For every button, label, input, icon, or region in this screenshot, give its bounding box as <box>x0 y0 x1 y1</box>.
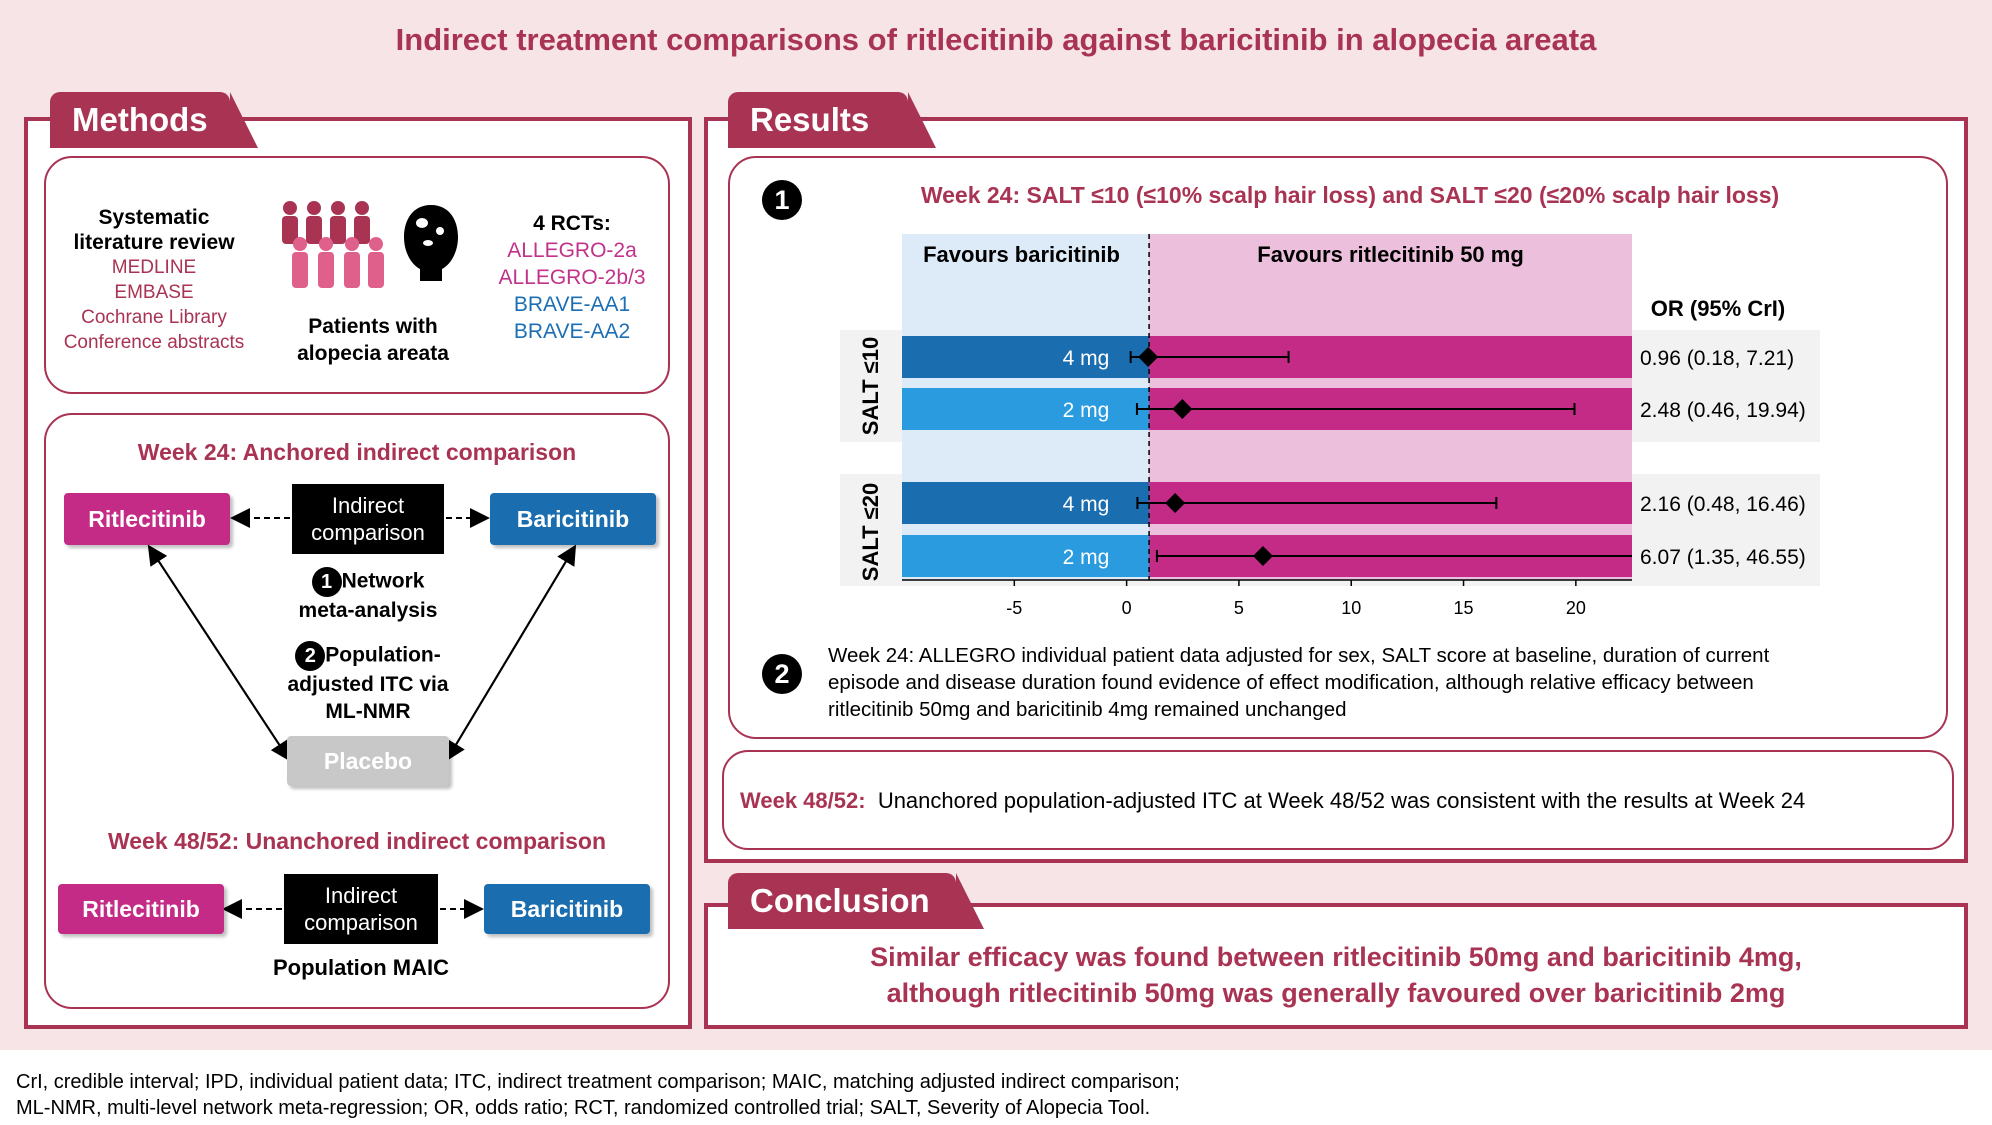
x-tick-label: -5 <box>1006 598 1022 618</box>
rct-item: BRAVE-AA1 <box>513 293 631 316</box>
or-value-text: 2.16 (0.48, 16.46) <box>1640 493 1806 516</box>
slr-title-line1: Systematic <box>98 206 210 229</box>
method2-number: 2 <box>295 641 326 671</box>
rct-item: ALLEGRO-2a <box>507 239 637 262</box>
patients-line2: alopecia areata <box>297 342 449 365</box>
rcts-block: 4 RCTs: ALLEGRO-2a ALLEGRO-2b/3 BRAVE-AA… <box>482 210 662 345</box>
result2-number: 2 <box>762 654 802 694</box>
conclusion-tab: Conclusion <box>728 873 984 929</box>
alopecia-head-icon <box>404 205 458 281</box>
result2-text: Week 24: ALLEGRO individual patient data… <box>828 642 1928 723</box>
or-value-text: 6.07 (1.35, 46.55) <box>1640 546 1806 569</box>
poster-title: Indirect treatment comparisons of ritlec… <box>395 22 1597 57</box>
slr-source: Conference abstracts <box>63 332 245 353</box>
slr-title-line2: literature review <box>73 231 235 254</box>
bar-baricitinib-2mg <box>902 388 1150 430</box>
methods-tab: Methods <box>50 92 258 148</box>
method1-line2: meta-analysis <box>298 599 438 622</box>
patients-line1: Patients with <box>308 315 438 338</box>
method1-number: 1 <box>311 567 342 597</box>
result2-line1: Week 24: ALLEGRO individual patient data… <box>828 644 1770 667</box>
x-tick-label: 10 <box>1341 598 1361 618</box>
conclusion-text: Similar efficacy was found between ritle… <box>704 939 1968 1011</box>
x-tick-label: 0 <box>1122 598 1132 618</box>
result1-number: 1 <box>762 180 802 220</box>
method2-line2: adjusted ITC via <box>287 673 449 696</box>
rcts-title: 4 RCTs: <box>533 212 611 235</box>
result2-line3: ritlecitinib 50mg and baricitinib 4mg re… <box>828 698 1347 721</box>
favours-baricitinib-label: Favours baricitinib <box>923 242 1120 267</box>
method1-line1: Network <box>341 569 425 593</box>
indirect-comparison-box-2: Indirect comparison <box>284 874 438 944</box>
week48-text: Week 48/52: Unanchored population-adjust… <box>740 788 1940 814</box>
week48-box <box>722 750 1954 850</box>
placebo-pill: Placebo <box>287 736 449 786</box>
method2-line1: Population- <box>325 643 441 667</box>
indirect-line1: Indirect <box>331 493 405 518</box>
rct-item: BRAVE-AA2 <box>513 320 631 343</box>
group-label: SALT ≤10 <box>858 337 883 435</box>
indirect-line2: comparison <box>311 520 425 545</box>
forest-plot: Favours baricitinib Favours ritlecitinib … <box>840 234 1820 618</box>
population-maic-label: Population MAIC <box>273 955 449 980</box>
slr-source: MEDLINE <box>111 257 197 278</box>
method2-line3: ML-NMR <box>325 700 411 723</box>
result1-heading: Week 24: SALT ≤10 (≤10% scalp hair loss)… <box>920 182 1780 208</box>
week48-body: Unanchored population-adjusted ITC at We… <box>877 788 1806 813</box>
group-label: SALT ≤20 <box>858 483 883 581</box>
favours-ritlecitinib-label: Favours ritlecitinib 50 mg <box>1257 242 1524 267</box>
rct-item: ALLEGRO-2b/3 <box>498 266 646 289</box>
baricitinib-pill-2: Baricitinib <box>484 884 650 934</box>
x-tick-label: 5 <box>1234 598 1244 618</box>
slr-source: Cochrane Library <box>81 307 227 328</box>
indirect2-line1: Indirect <box>324 883 398 908</box>
indirect-comparison-box: Indirect comparison <box>292 484 444 554</box>
or-point <box>1138 347 1159 367</box>
anchored-connectors <box>147 508 577 919</box>
dose-label: 2 mg <box>1063 399 1110 422</box>
baricitinib-pill: Baricitinib <box>490 493 656 545</box>
or-value-text: 2.48 (0.46, 19.94) <box>1640 399 1806 422</box>
bar-baricitinib-4mg <box>902 336 1150 378</box>
or-point <box>1252 546 1273 566</box>
slr-source: EMBASE <box>114 282 194 303</box>
week48-label: Week 48/52: <box>740 788 866 813</box>
footnote-line2: ML-NMR, multi-level network meta-regress… <box>16 1097 1151 1119</box>
or-point <box>1165 493 1186 513</box>
arrow-ritle-placebo <box>149 547 291 762</box>
x-tick-label: 20 <box>1566 598 1586 618</box>
ritlecitinib-pill-2: Ritlecitinib <box>58 884 224 934</box>
conclusion-line2: although ritlecitinib 50mg was generally… <box>886 978 1786 1008</box>
arrow-bari-placebo <box>445 547 575 762</box>
indirect2-line2: comparison <box>304 910 418 935</box>
unanchored-heading: Week 48/52: Unanchored indirect comparis… <box>107 828 607 854</box>
x-tick-label: 15 <box>1454 598 1474 618</box>
dose-label: 4 mg <box>1063 493 1110 516</box>
dose-label: 4 mg <box>1063 347 1110 370</box>
or-value-text: 0.96 (0.18, 7.21) <box>1640 347 1794 370</box>
ritlecitinib-pill: Ritlecitinib <box>64 493 230 545</box>
results-tab: Results <box>728 92 936 148</box>
dose-label: 2 mg <box>1063 546 1110 569</box>
or-header: OR (95% CrI) <box>1651 296 1785 321</box>
or-point <box>1172 399 1193 419</box>
conclusion-line1: Similar efficacy was found between ritle… <box>870 942 1802 972</box>
patients-block: Patients with alopecia areata <box>278 313 468 367</box>
result2-line2: episode and disease duration found evide… <box>828 671 1754 694</box>
bar-baricitinib-4mg <box>902 482 1150 524</box>
method1-label: 1 Network meta-analysis <box>270 567 466 625</box>
bar-baricitinib-2mg <box>902 535 1150 577</box>
method2-label: 2 Population- adjusted ITC via ML-NMR <box>270 641 466 725</box>
anchored-heading: Week 24: Anchored indirect comparison <box>137 439 577 465</box>
slr-block: Systematic literature review MEDLINE EMB… <box>50 205 258 355</box>
people-group-icon <box>282 201 384 288</box>
footnote-line1: CrI, credible interval; IPD, individual … <box>16 1071 1180 1093</box>
